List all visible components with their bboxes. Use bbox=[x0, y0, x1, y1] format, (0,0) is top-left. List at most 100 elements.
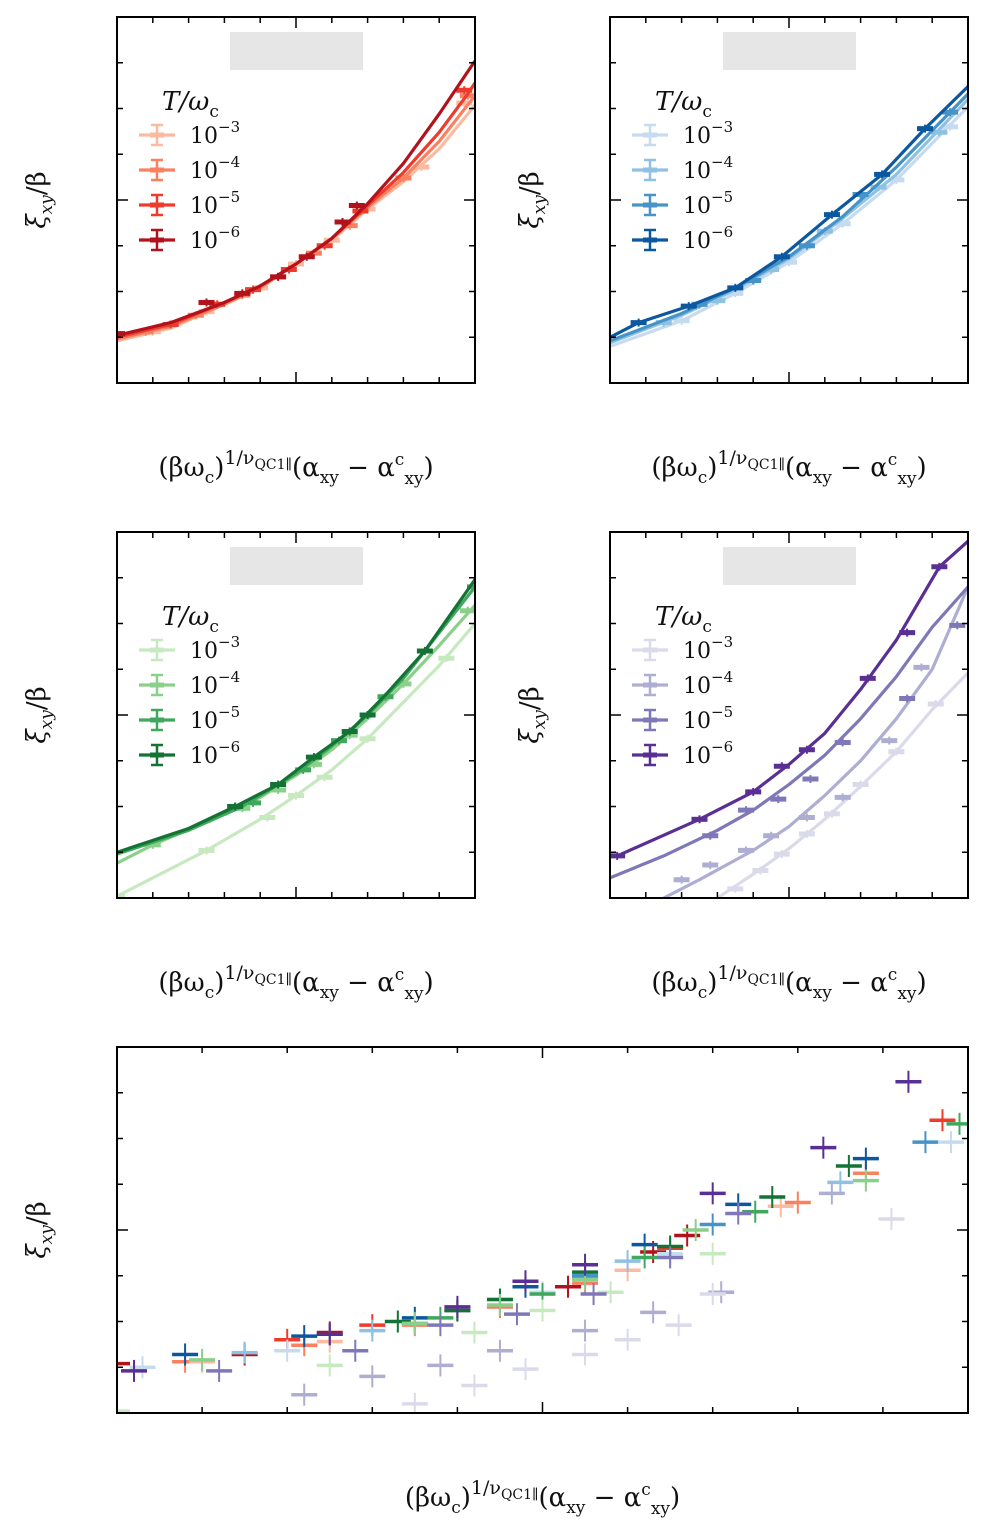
legend-entry-exp: −5 bbox=[711, 703, 733, 721]
delta-label-box bbox=[230, 547, 363, 585]
legend-entry: 10−3 bbox=[190, 633, 240, 664]
x-axis-title-part: c bbox=[641, 1480, 651, 1500]
x-axis-title: (βωc)1/νQC1∥(αxy − αcxy) bbox=[651, 962, 926, 1004]
x-axis-title-part: xy bbox=[566, 1498, 586, 1518]
plot-area bbox=[610, 540, 968, 898]
x-axis-title-part: (α bbox=[785, 453, 813, 483]
panel-b: (βωc)1/νQC1∥(αxy − αcxy)ξxy/βT/ωc10−310−… bbox=[515, 16, 969, 489]
legend-entry: 10−4 bbox=[190, 153, 240, 184]
x-axis-title-part: ) bbox=[424, 453, 434, 483]
x-axis-title-part: − α bbox=[339, 968, 395, 998]
x-axis-title: (βωc)1/νQC1∥(αxy − αcxy) bbox=[158, 962, 433, 1004]
legend-entry-base: 10 bbox=[190, 124, 218, 149]
x-axis-title-part: xy bbox=[320, 468, 340, 488]
y-axis-title-part: xy bbox=[37, 195, 57, 215]
x-axis-title-part: c bbox=[451, 1498, 461, 1518]
y-axis-title-group: ξxy/β bbox=[515, 171, 550, 228]
x-axis-title-part: c bbox=[698, 468, 708, 488]
x-axis-title-part: (βω bbox=[158, 453, 204, 483]
series-line-10^-5 bbox=[610, 92, 968, 343]
x-axis-title-part: c bbox=[888, 450, 898, 470]
x-axis-title-part: ) bbox=[424, 968, 434, 998]
x-axis-title-part: QC1∥ bbox=[254, 972, 292, 988]
x-axis-title-part: 1/ν bbox=[717, 962, 747, 984]
legend-entry: 10−5 bbox=[190, 188, 240, 219]
legend-title-part: T/ω bbox=[655, 602, 702, 632]
series-line-10^-4 bbox=[117, 94, 475, 341]
plot-frame bbox=[609, 531, 969, 899]
legend-entry-base: 10 bbox=[683, 674, 711, 699]
legend-title: T/ωc bbox=[162, 87, 219, 122]
legend-entry: 10−6 bbox=[190, 738, 240, 769]
legend-title-part: c bbox=[702, 617, 712, 637]
legend-title-part: T/ω bbox=[162, 87, 209, 117]
series-line-10^-4 bbox=[662, 586, 968, 898]
x-axis-title-part: (α bbox=[292, 453, 320, 483]
x-axis-title: (βωc)1/νQC1∥(αxy − αcxy) bbox=[405, 1477, 680, 1519]
legend-entry: 10−6 bbox=[683, 738, 733, 769]
x-axis-title-part: xy bbox=[897, 984, 917, 1004]
series-line-10^-6 bbox=[610, 85, 968, 339]
x-axis-title-part: c bbox=[698, 983, 708, 1003]
legend-entry: 10−5 bbox=[683, 188, 733, 219]
legend-entry: 10−4 bbox=[190, 668, 240, 699]
x-axis-title-part: 1/ν bbox=[471, 1477, 501, 1499]
x-axis-title-part: ) bbox=[214, 453, 224, 483]
y-axis-title: ξxy/β bbox=[515, 171, 550, 228]
y-axis-title-part: /β bbox=[22, 1201, 52, 1225]
legend-entry-exp: −4 bbox=[218, 668, 240, 686]
legend-title-part: c bbox=[209, 617, 219, 637]
y-axis-title-group: ξxy/β bbox=[515, 686, 550, 743]
series-line-10^-5 bbox=[610, 585, 968, 880]
legend-entry-base: 10 bbox=[190, 674, 218, 699]
legend-entry-exp: −3 bbox=[711, 633, 733, 651]
x-axis-title-part: − α bbox=[832, 453, 888, 483]
y-axis-title-part: ξ bbox=[22, 213, 52, 229]
y-axis-title-part: xy bbox=[530, 195, 550, 215]
legend-entry-base: 10 bbox=[683, 709, 711, 734]
x-axis-title-part: (βω bbox=[158, 968, 204, 998]
y-axis-title-group: ξxy/β bbox=[22, 686, 57, 743]
series-line-10^-3 bbox=[610, 105, 968, 348]
legend-entry-base: 10 bbox=[190, 709, 218, 734]
panel-d: (βωc)1/νQC1∥(αxy − αcxy)ξxy/βT/ωc10−310−… bbox=[515, 531, 969, 1004]
x-axis-title-part: c bbox=[395, 450, 405, 470]
legend-title-part: T/ω bbox=[162, 602, 209, 632]
legend-entry-base: 10 bbox=[190, 229, 218, 254]
legend-entry-exp: −4 bbox=[218, 153, 240, 171]
legend-entry-exp: −5 bbox=[218, 703, 240, 721]
x-axis-title-part: QC1∥ bbox=[747, 972, 785, 988]
legend-entry-exp: −6 bbox=[218, 738, 240, 756]
series-line-10^-4 bbox=[117, 604, 475, 865]
y-axis-title-group: ξxy/β bbox=[22, 171, 57, 228]
legend-entry-base: 10 bbox=[190, 159, 218, 184]
legend-entry-base: 10 bbox=[190, 744, 218, 769]
legend-entry-exp: −6 bbox=[218, 223, 240, 241]
delta-label-box bbox=[723, 547, 856, 585]
legend-entry-base: 10 bbox=[683, 744, 711, 769]
delta-label-box bbox=[723, 32, 856, 70]
x-axis-title-part: xy bbox=[320, 983, 340, 1003]
x-axis-title-part: xy bbox=[813, 983, 833, 1003]
x-axis-title-part: xy bbox=[651, 1499, 671, 1519]
legend-entry-exp: −3 bbox=[218, 633, 240, 651]
legend-entry: 10−3 bbox=[683, 118, 733, 149]
legend-entry: 10−4 bbox=[683, 153, 733, 184]
plot-area bbox=[610, 85, 968, 348]
plot-area bbox=[117, 60, 475, 343]
x-axis-title-part: − α bbox=[585, 1483, 641, 1513]
legend-entry-base: 10 bbox=[683, 124, 711, 149]
x-axis-title-part: QC1∥ bbox=[747, 457, 785, 473]
x-axis-title-part: xy bbox=[404, 984, 424, 1004]
legend-title: T/ωc bbox=[162, 602, 219, 637]
x-axis-title-part: c bbox=[205, 468, 215, 488]
x-axis-title-part: 1/ν bbox=[224, 962, 254, 984]
x-axis-title-part: ) bbox=[707, 968, 717, 998]
x-axis-title-part: c bbox=[888, 965, 898, 985]
plot-area bbox=[117, 578, 475, 898]
x-axis-title-part: (βω bbox=[651, 968, 697, 998]
legend-entry: 10−6 bbox=[190, 223, 240, 254]
